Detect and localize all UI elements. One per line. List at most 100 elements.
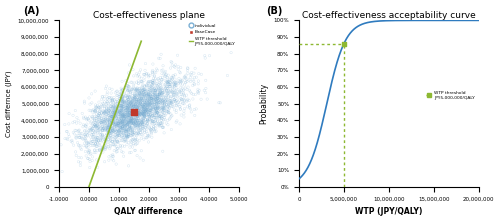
Point (126, 104, 134, 107)
Point (117, 129, 125, 132)
Point (148, 101, 156, 105)
Point (176, 89, 184, 93)
Point (119, 124, 127, 128)
Point (132, 109, 140, 113)
Y-axis label: Cost differnce (JPY): Cost differnce (JPY) (6, 70, 12, 137)
Point (120, 127, 128, 131)
Point (134, 117, 142, 120)
Point (118, 110, 126, 114)
Point (126, 120, 134, 123)
Point (147, 95, 155, 99)
Point (156, 57, 164, 60)
Point (216, 101, 224, 105)
Point (154, 68, 162, 72)
Point (94, 125, 102, 129)
Point (98, 95, 106, 98)
Point (156, 115, 164, 119)
Point (108, 115, 116, 118)
Point (162, 89, 170, 92)
Point (106, 126, 114, 129)
Point (184, 71, 192, 75)
Point (116, 104, 124, 108)
Point (182, 80, 190, 84)
Point (104, 118, 112, 121)
Point (133, 116, 141, 120)
Point (156, 117, 164, 120)
Point (124, 97, 132, 101)
Point (145, 92, 153, 95)
Point (120, 139, 128, 143)
Point (152, 98, 160, 101)
Point (70, 131, 78, 134)
Point (80, 129, 88, 133)
Point (90, 151, 98, 155)
Point (124, 114, 132, 117)
Point (123, 143, 131, 147)
Point (128, 103, 136, 107)
Point (90, 118, 98, 122)
Point (125, 121, 133, 125)
Point (103, 132, 111, 136)
Point (143, 119, 151, 123)
Point (180, 99, 188, 103)
Point (116, 113, 124, 116)
Point (121, 138, 129, 141)
Point (150, 114, 158, 117)
Point (119, 98, 127, 102)
Point (166, 83, 174, 86)
Point (142, 105, 150, 109)
Point (154, 102, 162, 106)
Point (172, 82, 179, 85)
Point (130, 102, 138, 106)
Point (169, 85, 177, 89)
Point (103, 119, 111, 123)
Point (144, 72, 152, 76)
Point (120, 91, 128, 94)
Point (102, 127, 110, 130)
Point (142, 107, 150, 111)
Point (105, 125, 113, 128)
Point (90, 129, 98, 133)
Point (138, 103, 146, 106)
Point (131, 139, 139, 142)
Point (113, 139, 121, 143)
Point (164, 85, 172, 89)
Point (106, 110, 114, 113)
Point (92, 136, 100, 140)
Point (138, 100, 146, 104)
Point (104, 129, 112, 132)
Point (139, 88, 147, 92)
Point (68, 140, 76, 144)
Point (108, 115, 116, 119)
Point (132, 112, 140, 116)
Point (149, 79, 157, 82)
Point (118, 122, 126, 126)
Point (132, 87, 140, 91)
Point (151, 78, 159, 82)
Point (98, 145, 106, 149)
Point (158, 122, 166, 125)
Point (124, 96, 132, 99)
Point (164, 73, 172, 77)
Point (140, 115, 148, 118)
Point (117, 96, 125, 99)
Point (148, 71, 156, 74)
Point (114, 117, 122, 121)
Point (162, 100, 170, 103)
Point (142, 115, 150, 119)
Point (89, 140, 97, 143)
Point (138, 106, 146, 109)
Point (170, 80, 178, 84)
Point (108, 140, 116, 143)
Point (130, 100, 138, 103)
Point (154, 119, 162, 123)
Point (203, 97, 211, 101)
Point (176, 98, 184, 102)
Point (148, 70, 156, 74)
Point (155, 79, 163, 82)
Point (135, 109, 143, 112)
Point (100, 120, 108, 124)
Point (99, 146, 107, 149)
Point (164, 89, 172, 93)
Point (183, 100, 191, 103)
